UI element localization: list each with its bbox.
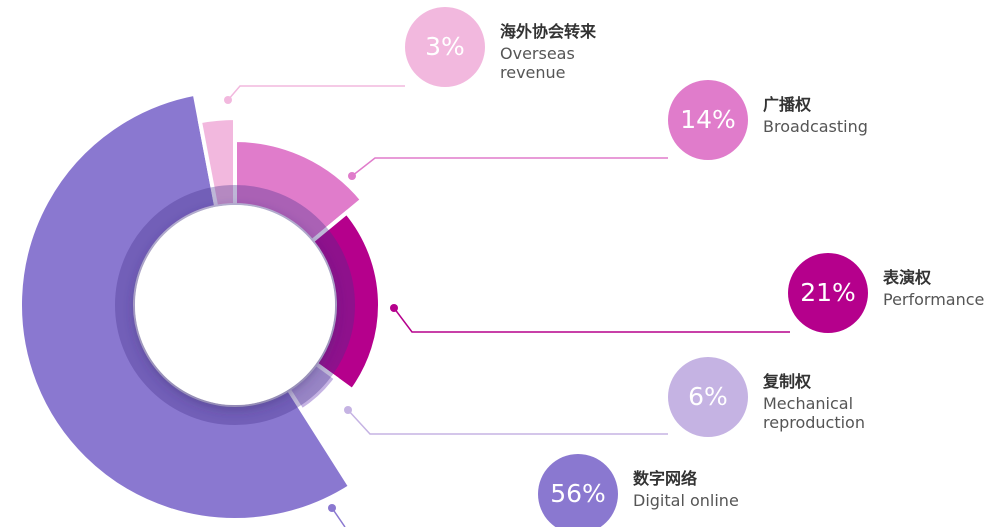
leader-dot bbox=[390, 304, 398, 312]
label-en: Overseas revenue bbox=[500, 44, 575, 82]
label-en: Mechanical reproduction bbox=[763, 394, 865, 432]
center-hole bbox=[135, 205, 335, 405]
label-en: Performance bbox=[883, 290, 985, 309]
leader-line bbox=[351, 157, 668, 177]
leader-line bbox=[227, 85, 405, 101]
label-cn: 数字网络 bbox=[633, 469, 698, 488]
percent-bubble bbox=[538, 454, 618, 527]
label-en: Digital online bbox=[633, 491, 739, 510]
percent-label: 6% bbox=[688, 382, 728, 411]
label-en: Broadcasting bbox=[763, 117, 868, 136]
label-cn: 表演权 bbox=[883, 268, 932, 287]
percent-bubble bbox=[788, 253, 868, 333]
label-cn: 海外协会转来 bbox=[500, 22, 597, 41]
leader-dot bbox=[348, 172, 356, 180]
percent-label: 56% bbox=[550, 479, 606, 508]
percent-label: 21% bbox=[800, 278, 856, 307]
percent-label: 3% bbox=[425, 32, 465, 61]
leader-line bbox=[393, 307, 790, 333]
leader-dot bbox=[224, 96, 232, 104]
leader-line bbox=[347, 409, 668, 435]
leader-dot bbox=[328, 504, 336, 512]
label-cn: 复制权 bbox=[763, 372, 812, 391]
percent-bubble bbox=[668, 80, 748, 160]
percent-bubble bbox=[668, 357, 748, 437]
inner-shade bbox=[115, 185, 355, 425]
inner-ring bbox=[115, 185, 355, 425]
labels: 14% 21% 6% 56% 3% bbox=[224, 7, 868, 527]
segments bbox=[18, 91, 382, 522]
percent-bubble bbox=[405, 7, 485, 87]
leader-dot bbox=[344, 406, 352, 414]
label-cn: 广播权 bbox=[763, 95, 812, 114]
percent-label: 14% bbox=[680, 105, 736, 134]
